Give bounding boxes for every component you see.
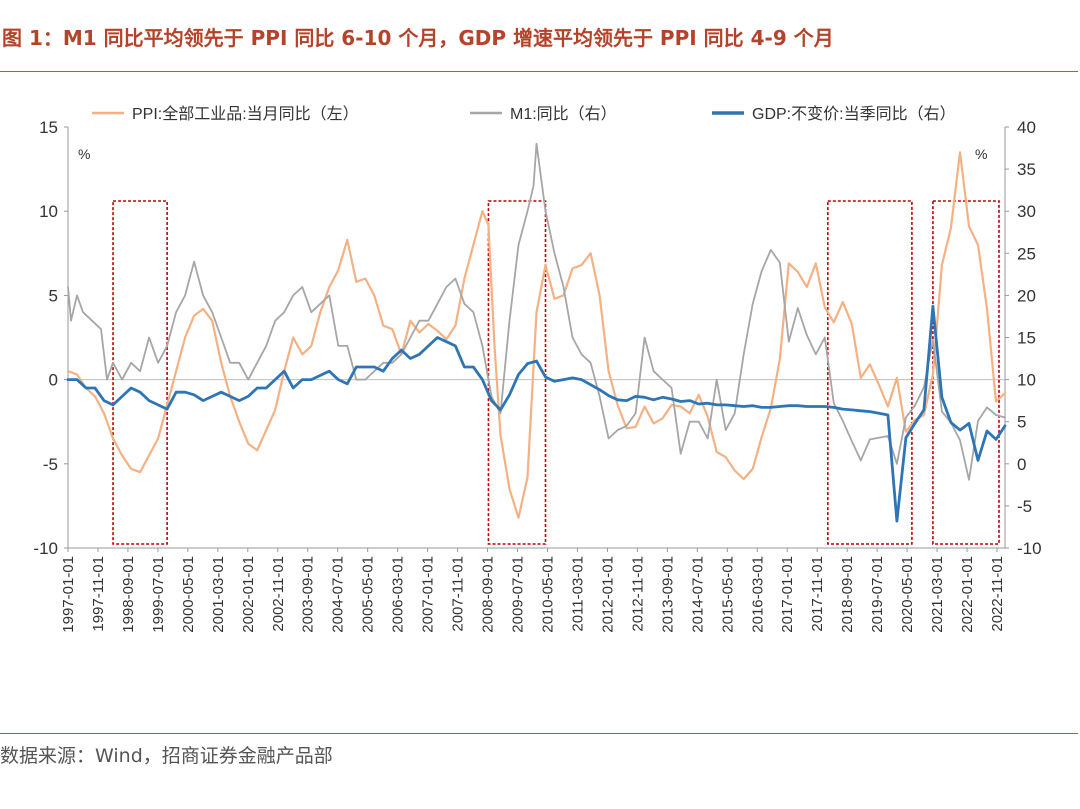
highlight-box <box>827 200 913 545</box>
left-tick-label: 15 <box>39 118 58 137</box>
left-unit-label: % <box>78 146 90 162</box>
x-tick-label: 2018-09-01 <box>839 556 856 633</box>
figure-title: 图 1：M1 同比平均领先于 PPI 同比 6-10 个月，GDP 增速平均领先… <box>2 26 834 50</box>
x-tick-label: 2002-11-01 <box>270 556 287 632</box>
highlight-box <box>112 200 168 545</box>
right-tick-label: 35 <box>1017 160 1036 179</box>
right-tick-label: 40 <box>1017 118 1036 137</box>
x-tick-label: 2006-03-01 <box>390 556 407 633</box>
x-tick-label: 2001-03-01 <box>210 556 227 633</box>
left-tick-label: 0 <box>49 371 58 390</box>
x-tick-label: 2012-01-01 <box>599 556 616 633</box>
x-tick-label: 2016-03-01 <box>749 556 766 633</box>
x-tick-label: 2020-05-01 <box>899 556 916 633</box>
series-line-ppi <box>66 151 1007 519</box>
x-tick-label: 2003-09-01 <box>300 556 317 633</box>
x-tick-label: 2017-01-01 <box>779 556 796 633</box>
x-tick-label: 2002-01-01 <box>240 556 257 633</box>
x-tick-label: 2022-01-01 <box>959 556 976 633</box>
x-tick-label: 2005-05-01 <box>360 556 377 633</box>
right-tick-label: -10 <box>1017 539 1042 558</box>
left-tick-label: 5 <box>49 286 58 305</box>
x-tick-label: 1997-01-01 <box>60 556 77 633</box>
legend-label: M1:同比（右） <box>510 105 617 123</box>
right-tick-label: 15 <box>1017 329 1036 348</box>
right-tick-label: 30 <box>1017 202 1036 221</box>
x-tick-label: 2012-11-01 <box>629 556 646 632</box>
series-lines <box>66 142 1007 523</box>
axes-layer: -10 -5 0 5 10 15 -10 -5 0 5 10 15 20 25 30 35 40% % 1997-0… <box>33 118 1041 633</box>
x-tick-label: 1999-07-01 <box>150 556 167 633</box>
x-tick-label: 1998-09-01 <box>120 556 137 633</box>
x-tick-label: 2021-03-01 <box>929 556 946 633</box>
x-tick-label: 2011-03-01 <box>569 556 586 632</box>
series-line-m1 <box>67 142 1006 481</box>
right-tick-label: 25 <box>1017 244 1036 263</box>
chart: -10 -5 0 5 10 15 -10 -5 0 5 10 15 20 25 30 35 40% % 1997-0… <box>33 105 1041 633</box>
x-tick-label: 2014-07-01 <box>689 556 706 633</box>
x-tick-label: 1997-11-01 <box>90 556 107 632</box>
x-tick-label: 2019-07-01 <box>869 556 886 633</box>
left-tick-label: 10 <box>39 202 58 221</box>
legend: PPI:全部工业品:当月同比（左） M1:同比（右） GDP:不变价:当季同比（右） <box>92 105 956 123</box>
x-tick-label: 2008-09-01 <box>480 556 497 633</box>
x-tick-label: 2007-11-01 <box>450 556 467 632</box>
highlight-boxes <box>112 200 1000 545</box>
x-tick-label: 2009-07-01 <box>510 556 527 633</box>
x-tick-label: 2015-05-01 <box>719 556 736 633</box>
x-tick-label: 2022-11-01 <box>989 556 1006 632</box>
source-note: 数据来源：Wind，招商证券金融产品部 <box>0 745 333 767</box>
right-tick-label: 5 <box>1017 413 1026 432</box>
x-tick-label: 2000-05-01 <box>180 556 197 633</box>
right-tick-label: -5 <box>1017 497 1032 516</box>
legend-label: PPI:全部工业品:当月同比（左） <box>132 105 359 123</box>
right-unit-label: % <box>975 146 987 162</box>
title-rule <box>0 71 1078 72</box>
left-tick-label: -5 <box>43 455 58 474</box>
legend-label: GDP:不变价:当季同比（右） <box>752 105 956 123</box>
right-tick-label: 10 <box>1017 371 1036 390</box>
x-tick-label: 2013-09-01 <box>659 556 676 633</box>
right-tick-label: 20 <box>1017 286 1036 305</box>
x-tick-label: 2004-07-01 <box>330 556 347 633</box>
series-line-gdp <box>66 304 1007 523</box>
left-tick-label: -10 <box>33 539 58 558</box>
source-rule <box>0 733 1078 734</box>
x-tick-label: 2010-05-01 <box>539 556 556 633</box>
x-tick-label: 2017-11-01 <box>809 556 826 632</box>
right-tick-label: 0 <box>1017 455 1026 474</box>
x-tick-label: 2007-01-01 <box>420 556 437 633</box>
highlight-box <box>932 200 1000 545</box>
